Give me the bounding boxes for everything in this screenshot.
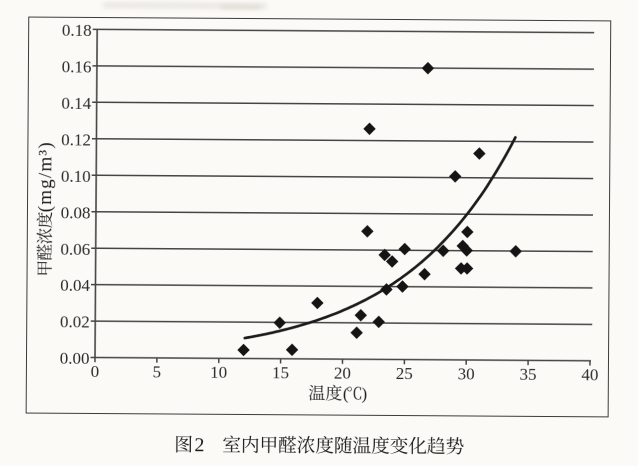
svg-text:0.00: 0.00 <box>60 349 90 368</box>
svg-text:0.10: 0.10 <box>61 167 91 186</box>
svg-text:0.12: 0.12 <box>61 130 91 149</box>
svg-text:0.08: 0.08 <box>61 203 91 222</box>
svg-text:0.16: 0.16 <box>62 57 92 76</box>
svg-text:0.18: 0.18 <box>62 21 92 40</box>
svg-text:): ) <box>362 384 368 403</box>
svg-text:30: 30 <box>458 364 475 383</box>
svg-text:25: 25 <box>396 364 413 383</box>
svg-text:0.14: 0.14 <box>61 94 91 113</box>
svg-text:35: 35 <box>519 365 536 384</box>
svg-text:0: 0 <box>91 362 100 381</box>
svg-text:0.04: 0.04 <box>60 276 90 295</box>
svg-text:5: 5 <box>152 362 161 381</box>
svg-text:40: 40 <box>581 365 598 384</box>
svg-text:10: 10 <box>210 363 227 382</box>
svg-text:0.06: 0.06 <box>60 240 90 259</box>
svg-text:0.02: 0.02 <box>60 312 90 331</box>
svg-text:15: 15 <box>272 363 289 382</box>
svg-text:(mg/m³): (mg/m³) <box>35 141 56 212</box>
svg-text:20: 20 <box>334 364 351 383</box>
svg-text:(: ( <box>343 384 349 403</box>
svg-text:2: 2 <box>194 434 204 456</box>
